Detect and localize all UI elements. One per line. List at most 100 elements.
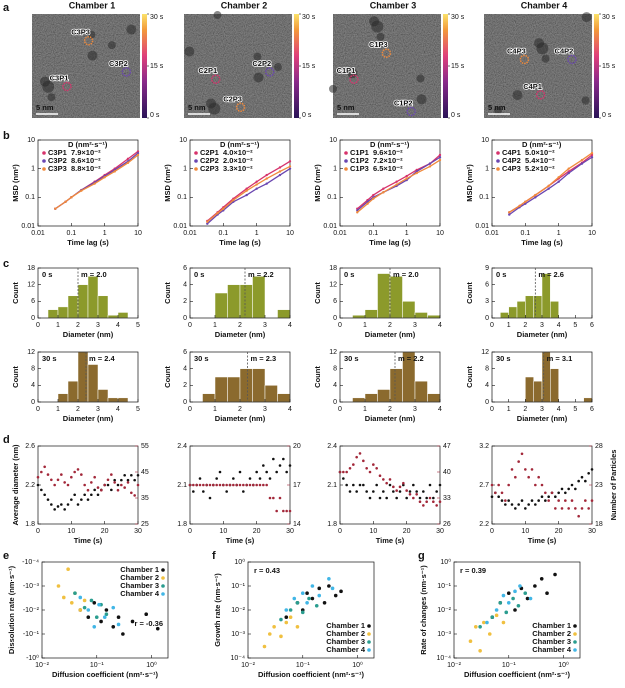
diameter-point bbox=[348, 490, 352, 493]
x-tick-label: 30 bbox=[286, 528, 294, 535]
y-tick-label: 2.1 bbox=[327, 482, 337, 489]
diameter-point bbox=[130, 473, 133, 477]
histogram-bar bbox=[583, 397, 593, 403]
particle-label: C1P2 bbox=[394, 98, 413, 107]
legend-marker bbox=[367, 632, 371, 636]
diameter-point bbox=[544, 499, 547, 502]
plot-frame bbox=[339, 139, 441, 227]
x-tick-label: 2 bbox=[523, 322, 527, 329]
x-tick-label: 5 bbox=[136, 322, 140, 329]
x-tick-label: 4 bbox=[288, 406, 292, 413]
legend-label: Chamber 4 bbox=[532, 645, 572, 654]
legend-marker bbox=[367, 624, 371, 628]
y2-tick-label: 17 bbox=[293, 482, 301, 489]
count-point bbox=[46, 473, 50, 476]
particle-spot bbox=[541, 54, 550, 63]
count-point bbox=[80, 473, 83, 476]
count-point bbox=[418, 500, 422, 504]
panel-label: c bbox=[3, 258, 9, 270]
y2-tick-label: 20 bbox=[293, 443, 301, 450]
scatter-point bbox=[300, 591, 305, 596]
scatter-point bbox=[116, 615, 121, 620]
count-point bbox=[242, 483, 245, 487]
count-point bbox=[96, 486, 100, 489]
msd-point bbox=[415, 171, 418, 175]
x-tick-label: 1 bbox=[363, 322, 367, 329]
diameter-point bbox=[534, 503, 537, 506]
y2-tick-label: 25 bbox=[141, 521, 149, 528]
median-label: m = 2.6 bbox=[538, 270, 564, 279]
y-tick-label: 10⁻³ bbox=[437, 631, 451, 638]
count-point bbox=[372, 463, 375, 466]
particle-spot bbox=[494, 106, 503, 115]
x-tick-label: 2 bbox=[238, 406, 242, 413]
x-tick-label: 4 bbox=[557, 322, 561, 329]
msd-point bbox=[547, 184, 550, 188]
scatter-point bbox=[490, 615, 495, 620]
msd-point bbox=[428, 165, 432, 168]
scatter-point bbox=[99, 619, 103, 624]
x-axis-label: Diameter (nm) bbox=[63, 330, 114, 339]
histogram-bar bbox=[227, 284, 241, 319]
diameter-point bbox=[590, 468, 594, 471]
diameter-point bbox=[527, 503, 530, 506]
histogram-bar bbox=[77, 284, 89, 319]
diameter-point bbox=[362, 483, 365, 487]
annotation: r = 0.39 bbox=[460, 566, 486, 575]
diameter-point bbox=[530, 499, 534, 502]
x-tick-label: 0.1 bbox=[66, 230, 76, 237]
count-point bbox=[544, 491, 547, 495]
x-tick-label: 4 bbox=[288, 322, 292, 329]
diameter-point bbox=[288, 464, 292, 467]
particle-spot bbox=[184, 46, 195, 57]
colorbar bbox=[443, 14, 448, 118]
time-label: 0 s bbox=[194, 270, 204, 279]
diameter-point bbox=[554, 495, 557, 499]
diameter-point bbox=[395, 496, 398, 500]
msd-point bbox=[438, 156, 442, 159]
x-tick-label: 1 bbox=[507, 322, 511, 329]
x-tick-label: 3 bbox=[96, 322, 100, 329]
count-point bbox=[100, 488, 103, 492]
diameter-point bbox=[63, 508, 66, 511]
y-axis-label: Growth rate (nm·s⁻¹) bbox=[213, 573, 222, 647]
diameter-point bbox=[285, 470, 288, 474]
legend-name: C1P3 bbox=[350, 164, 369, 173]
colorbar-label: 15 s bbox=[302, 63, 316, 70]
histogram-bar bbox=[252, 368, 266, 403]
x-tick-label: 4 bbox=[116, 406, 120, 413]
particle-label: C1P1 bbox=[337, 66, 356, 75]
diameter-point bbox=[80, 498, 83, 501]
legend-value: 8.8×10⁻² bbox=[71, 164, 101, 173]
y-axis-label: Count bbox=[11, 366, 20, 388]
histogram-bar bbox=[352, 397, 366, 403]
msd-point bbox=[113, 170, 116, 173]
x-tick-label: 10 bbox=[286, 230, 294, 237]
count-point bbox=[136, 483, 140, 487]
scatter-point bbox=[111, 605, 116, 610]
count-point bbox=[504, 499, 507, 502]
scatter-point bbox=[267, 632, 272, 636]
count-point bbox=[188, 483, 192, 487]
count-point bbox=[265, 483, 268, 487]
histogram-bar bbox=[541, 273, 551, 319]
scatter-point bbox=[104, 608, 109, 612]
panel-label: g bbox=[418, 550, 425, 562]
time-label: 0 s bbox=[344, 270, 354, 279]
scale-bar-label: 5 nm bbox=[488, 103, 506, 112]
msd-point bbox=[245, 187, 248, 190]
x-axis-label: Time lag (s) bbox=[521, 238, 563, 247]
msd-point bbox=[395, 183, 398, 186]
msd-point bbox=[278, 166, 282, 169]
legend-marker bbox=[367, 648, 371, 652]
msd-point bbox=[508, 213, 511, 216]
x-tick-label: 10⁻¹ bbox=[502, 662, 516, 669]
count-point bbox=[438, 500, 442, 504]
diameter-point bbox=[510, 503, 514, 506]
x-tick-label: 10⁻¹ bbox=[90, 662, 104, 669]
x-tick-label: 10 bbox=[521, 528, 529, 535]
histogram-bar bbox=[533, 295, 543, 319]
count-point bbox=[228, 483, 232, 487]
diameter-point bbox=[490, 495, 494, 499]
legend-value: 4.0×10⁻² bbox=[223, 148, 253, 157]
